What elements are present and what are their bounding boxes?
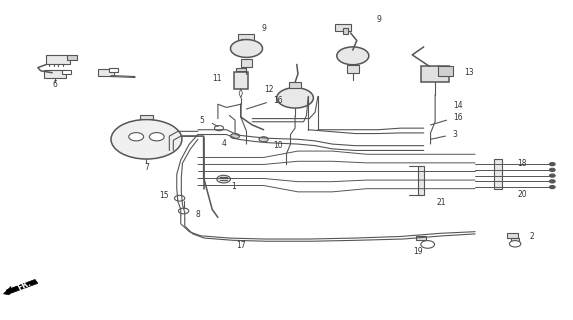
Text: 4: 4 [221,139,226,148]
Bar [44,70,66,78]
Circle shape [230,40,262,57]
Text: 9: 9 [376,15,381,24]
Bar [99,69,115,76]
Text: 20: 20 [517,190,527,199]
Bar [418,166,423,195]
Text: 11: 11 [212,74,222,83]
Bar [347,65,359,73]
Text: 3: 3 [453,130,458,139]
Bar [494,159,503,189]
Text: 19: 19 [413,247,423,256]
Circle shape [259,137,268,142]
Bar [438,66,453,76]
Bar [109,68,119,72]
Circle shape [550,163,555,166]
Bar [343,28,348,34]
Circle shape [230,133,240,139]
Circle shape [550,168,555,172]
Text: 5: 5 [199,116,205,125]
Text: FR.: FR. [17,279,33,293]
Text: 9: 9 [261,24,266,33]
Bar [335,24,351,31]
Bar [238,34,254,41]
Bar [234,72,248,89]
Circle shape [550,174,555,177]
Circle shape [150,132,164,141]
Text: 6: 6 [53,80,57,89]
Circle shape [111,120,182,159]
Bar [511,238,520,242]
Text: 14: 14 [453,101,463,110]
Text: 8: 8 [195,210,201,219]
Circle shape [550,186,555,189]
Text: 1: 1 [231,182,236,191]
Text: 18: 18 [517,159,527,168]
Circle shape [550,180,555,183]
Circle shape [277,88,313,108]
Polygon shape [6,279,38,294]
Circle shape [214,125,223,131]
Bar [415,236,426,240]
Bar [241,39,246,44]
Bar [140,115,153,119]
Text: 16: 16 [273,96,282,105]
Bar [62,70,70,74]
Circle shape [509,241,521,247]
Polygon shape [3,286,11,295]
Circle shape [337,47,369,65]
Text: 12: 12 [265,85,274,94]
Text: 13: 13 [465,68,474,77]
Bar [236,68,246,71]
Text: 17: 17 [236,241,246,250]
Text: 2: 2 [529,232,534,241]
Circle shape [129,132,144,141]
Bar [67,54,77,60]
Circle shape [421,241,434,248]
Bar [421,66,449,82]
Text: 10: 10 [273,141,282,150]
Bar [289,82,301,88]
Circle shape [174,196,185,201]
Circle shape [217,175,230,183]
Bar [507,233,518,238]
Circle shape [178,208,189,214]
Text: 16: 16 [453,114,463,123]
Text: 21: 21 [436,197,446,206]
Text: 15: 15 [159,190,168,200]
Bar [46,55,70,64]
Text: 7: 7 [144,163,149,172]
Bar [241,59,252,67]
